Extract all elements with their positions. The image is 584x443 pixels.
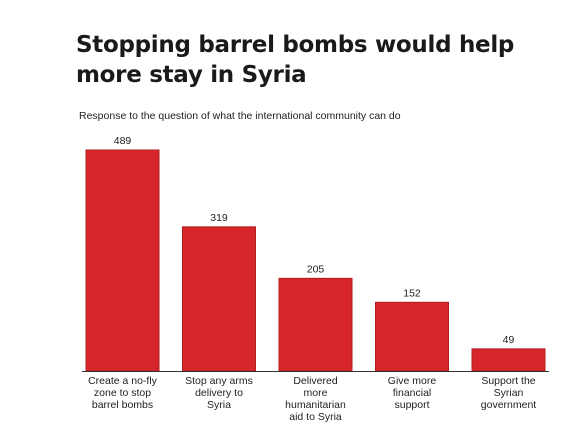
bar-2	[182, 226, 256, 372]
value-label-1: 489	[114, 135, 132, 147]
category-label-4: Give more financial support	[388, 375, 437, 411]
category-label-3: Delivered more humanitarian aid to Syria	[285, 375, 346, 423]
value-label-5: 49	[503, 334, 515, 346]
bar-5	[471, 348, 546, 372]
category-label-2: Stop any arms delivery to Syria	[185, 375, 253, 411]
chart-title: Stopping barrel bombs would help more st…	[76, 32, 515, 88]
category-label-1: Create a no-fly zone to stop barrel bombs	[88, 375, 158, 411]
bar-1	[85, 149, 160, 372]
bar-4	[375, 301, 449, 372]
value-label-2: 319	[210, 212, 228, 224]
chart-subtitle: Response to the question of what the int…	[79, 110, 401, 122]
value-label-3: 205	[307, 263, 325, 275]
bar-3	[278, 277, 353, 372]
category-label-5: Support the Syrian government	[481, 375, 537, 411]
value-label-4: 152	[403, 287, 421, 299]
